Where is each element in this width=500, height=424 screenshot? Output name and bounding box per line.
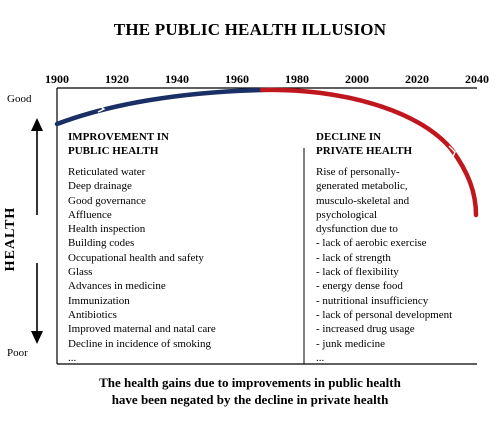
private-curve-arrow-icon <box>448 145 456 160</box>
private-health-heading: DECLINE IN PRIVATE HEALTH <box>316 131 413 157</box>
public-health-factor: Improved maternal and natal care <box>68 323 216 336</box>
public-health-factor: Advances in medicine <box>68 280 166 293</box>
public-health-heading: IMPROVEMENT IN PUBLIC HEALTH <box>68 131 169 157</box>
year-label: 1940 <box>165 72 189 86</box>
private-health-factor: - lack of personal development <box>316 308 453 321</box>
public-health-factors: Reticulated water Deep drainage Good gover… <box>68 165 216 365</box>
private-health-factor: - increased drug usage <box>316 323 415 336</box>
public-health-factor: Deep drainage <box>68 180 132 193</box>
private-health-factors: Rise of personally-generated metabolic, m… <box>316 165 452 365</box>
diagram-caption: The health gains due to improvements in … <box>99 375 401 407</box>
private-health-factor: dysfunction due to <box>316 223 398 236</box>
public-health-factor: Good governance <box>68 194 146 207</box>
public-health-factor: ... <box>68 351 77 364</box>
year-label: 1980 <box>285 72 309 86</box>
year-label: 2040 <box>465 72 489 86</box>
public-health-factor: Health inspection <box>68 223 146 236</box>
arrow-up-icon <box>31 118 43 131</box>
private-health-factor: - junk medicine <box>316 337 386 350</box>
good-label: Good <box>7 93 32 105</box>
arrow-down-icon <box>31 331 43 344</box>
public-health-factor: Decline in incidence of smoking <box>68 337 211 350</box>
public-health-curve <box>54 87 265 127</box>
public-health-factor: Reticulated water <box>68 166 146 178</box>
private-health-factor: ... <box>316 351 325 364</box>
public-health-factor: Occupational health and safety <box>68 251 204 264</box>
private-health-factor: musculo-skeletal and <box>316 194 410 207</box>
year-label: 1920 <box>105 72 129 86</box>
poor-label: Poor <box>7 347 28 359</box>
public-health-factor: Antibiotics <box>68 308 117 321</box>
diagram-title: THE PUBLIC HEALTH ILLUSION <box>113 20 387 39</box>
private-health-factor: - lack of flexibility <box>316 266 399 279</box>
year-label: 1960 <box>225 72 249 86</box>
public-health-factor: Building codes <box>68 237 135 250</box>
private-health-factor: psychological <box>316 208 378 221</box>
private-health-factor: - lack of strength <box>316 251 391 264</box>
public-health-factor: Affluence <box>68 208 112 221</box>
private-health-factor: - nutritional insufficiency <box>316 294 429 307</box>
private-health-factor: - lack of aerobic exercise <box>316 237 427 250</box>
year-label: 2000 <box>345 72 369 86</box>
year-label: 2020 <box>405 72 429 86</box>
private-health-factor: Rise of personally- <box>316 166 400 178</box>
private-health-curve <box>259 87 479 218</box>
public-curve-arrow-icon <box>97 104 106 113</box>
private-health-factor: generated metabolic, <box>316 180 408 193</box>
private-health-factor: - energy dense food <box>316 280 403 293</box>
public-health-factor: Glass <box>68 266 93 279</box>
year-label: 1900 <box>45 72 69 86</box>
public-health-factor: Immunization <box>68 294 130 307</box>
